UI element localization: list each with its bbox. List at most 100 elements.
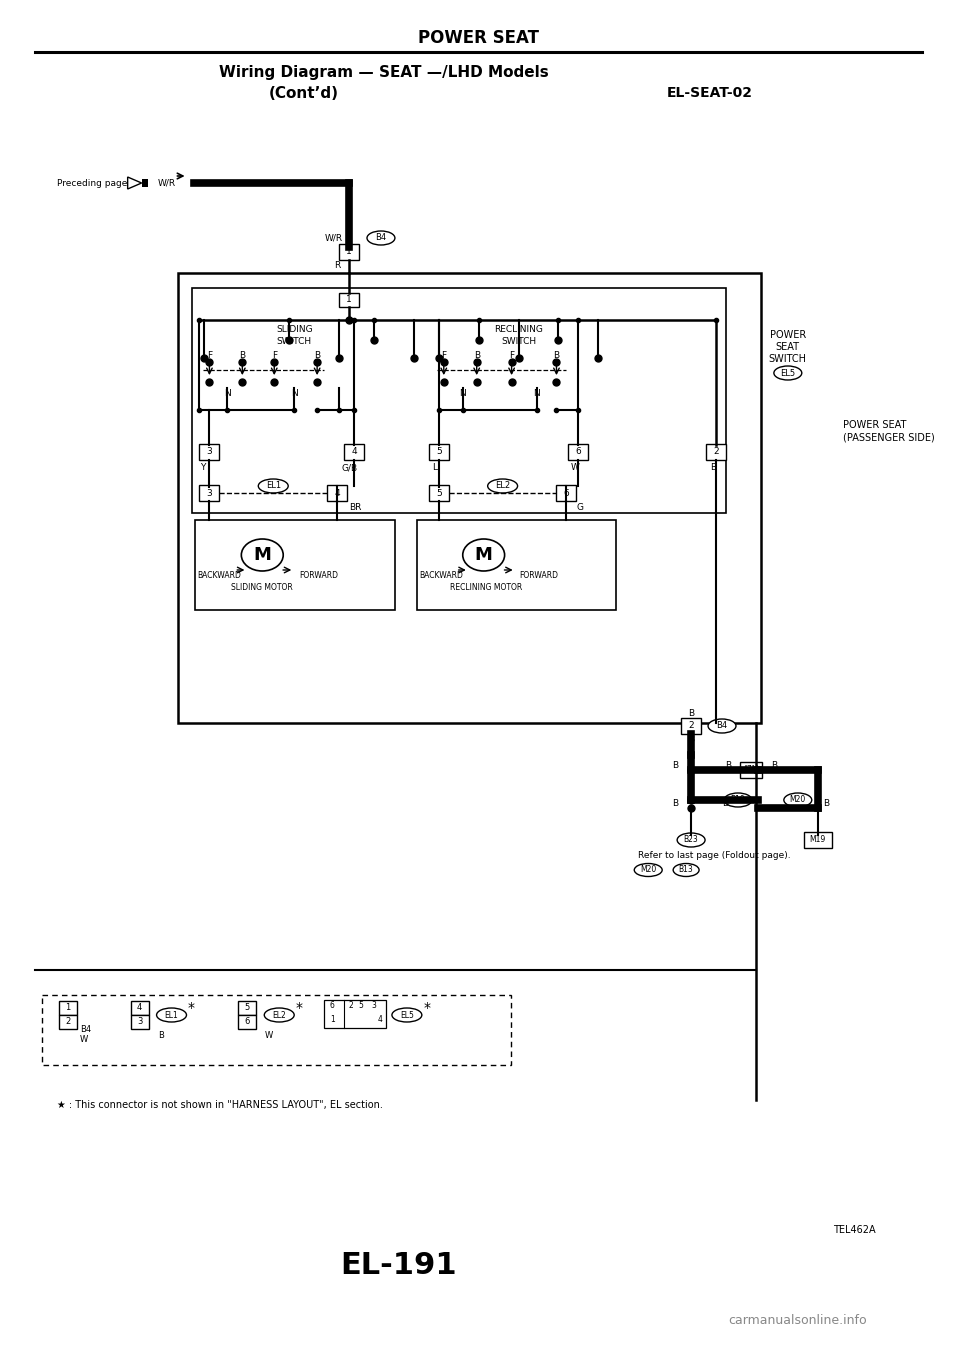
Text: M: M	[475, 546, 492, 564]
Bar	[429, 444, 448, 460]
Text: *: *	[188, 1001, 195, 1014]
Bar	[324, 999, 386, 1028]
Text: EL2: EL2	[495, 482, 510, 490]
Ellipse shape	[488, 479, 517, 493]
Text: *: *	[423, 1001, 430, 1014]
Text: 5: 5	[245, 1004, 250, 1013]
Bar	[557, 485, 576, 501]
Text: SWITCH: SWITCH	[769, 354, 806, 364]
Ellipse shape	[673, 864, 699, 876]
Text: G: G	[577, 502, 584, 512]
Bar	[706, 444, 726, 460]
Text: *: *	[296, 1001, 302, 1014]
Text: 5: 5	[436, 448, 442, 456]
Text: POWER SEAT: POWER SEAT	[419, 29, 540, 48]
Text: SLIDING MOTOR: SLIDING MOTOR	[231, 583, 293, 592]
Text: carmanualsonline.info: carmanualsonline.info	[729, 1313, 867, 1327]
Text: 1: 1	[347, 296, 352, 304]
Text: TEL462A: TEL462A	[833, 1225, 876, 1234]
Text: POWER: POWER	[770, 330, 806, 340]
Text: 1: 1	[347, 247, 352, 257]
Text: B: B	[710, 463, 716, 473]
Bar	[339, 293, 359, 307]
Bar	[200, 485, 220, 501]
Text: EL5: EL5	[780, 368, 796, 378]
Ellipse shape	[264, 1008, 294, 1023]
Ellipse shape	[774, 367, 802, 380]
Text: B: B	[473, 350, 480, 360]
Ellipse shape	[392, 1008, 421, 1023]
Text: EL-SEAT-02: EL-SEAT-02	[667, 86, 753, 100]
Text: ★ : This connector is not shown in "HARNESS LAYOUT", EL section.: ★ : This connector is not shown in "HARN…	[57, 1100, 383, 1109]
Text: SLIDING: SLIDING	[276, 326, 313, 334]
Text: RECLINING: RECLINING	[494, 326, 543, 334]
Text: FORWARD: FORWARD	[300, 570, 339, 580]
Text: 1: 1	[65, 1004, 70, 1013]
Text: 6: 6	[576, 448, 582, 456]
Text: EL-191: EL-191	[341, 1251, 457, 1279]
Bar	[142, 179, 148, 187]
Bar	[238, 1014, 256, 1029]
Bar	[196, 520, 395, 610]
Text: B23: B23	[684, 835, 699, 845]
Text: EL2: EL2	[273, 1010, 286, 1020]
Text: B: B	[553, 350, 560, 360]
Text: (PASSENGER SIDE): (PASSENGER SIDE)	[843, 432, 934, 441]
Text: R: R	[334, 261, 341, 269]
Ellipse shape	[677, 832, 705, 847]
Text: M20: M20	[640, 865, 657, 875]
Text: B13: B13	[679, 865, 693, 875]
Bar	[417, 520, 616, 610]
Bar	[682, 718, 701, 735]
Bar	[804, 832, 831, 847]
Ellipse shape	[635, 864, 662, 876]
Text: BR: BR	[348, 502, 361, 512]
Bar	[131, 1001, 149, 1014]
Text: 5: 5	[359, 1001, 364, 1010]
Ellipse shape	[784, 793, 812, 807]
Text: POWER SEAT: POWER SEAT	[843, 420, 906, 430]
Text: 4: 4	[377, 1016, 382, 1024]
Ellipse shape	[724, 793, 752, 807]
Bar	[142, 179, 148, 187]
Text: Preceding page: Preceding page	[57, 178, 128, 187]
Ellipse shape	[156, 1008, 186, 1023]
Text: F: F	[509, 350, 515, 360]
Bar	[59, 1001, 77, 1014]
Ellipse shape	[708, 718, 736, 733]
Text: SEAT: SEAT	[776, 342, 800, 352]
Ellipse shape	[258, 479, 288, 493]
Text: B: B	[771, 760, 777, 770]
Text: 2: 2	[713, 448, 719, 456]
Text: BACKWARD: BACKWARD	[419, 570, 463, 580]
Bar	[327, 485, 348, 501]
Text: 4: 4	[137, 1004, 142, 1013]
Text: B: B	[672, 760, 678, 770]
Bar	[59, 1014, 77, 1029]
Text: W: W	[265, 1031, 274, 1039]
Bar	[339, 244, 359, 259]
Text: F: F	[206, 350, 212, 360]
Text: B: B	[725, 760, 731, 770]
Text: B4: B4	[80, 1025, 91, 1035]
Text: B: B	[239, 350, 246, 360]
Bar	[192, 288, 726, 513]
Ellipse shape	[241, 539, 283, 570]
Text: 3: 3	[206, 448, 212, 456]
Text: N: N	[224, 388, 230, 398]
Text: B: B	[722, 799, 728, 808]
Text: BACKWARD: BACKWARD	[198, 570, 241, 580]
Text: M20: M20	[790, 796, 806, 804]
Text: RECLINING MOTOR: RECLINING MOTOR	[449, 583, 522, 592]
Ellipse shape	[463, 539, 505, 570]
Text: 3: 3	[206, 489, 212, 497]
FancyBboxPatch shape	[42, 995, 511, 1065]
Text: 1: 1	[329, 1016, 334, 1024]
Text: SWITCH: SWITCH	[276, 337, 312, 345]
Text: B4: B4	[375, 234, 387, 243]
Text: N: N	[291, 388, 298, 398]
Text: 47M: 47M	[743, 766, 759, 774]
Text: N: N	[533, 388, 540, 398]
Text: 6: 6	[245, 1017, 250, 1027]
Bar	[740, 762, 762, 778]
